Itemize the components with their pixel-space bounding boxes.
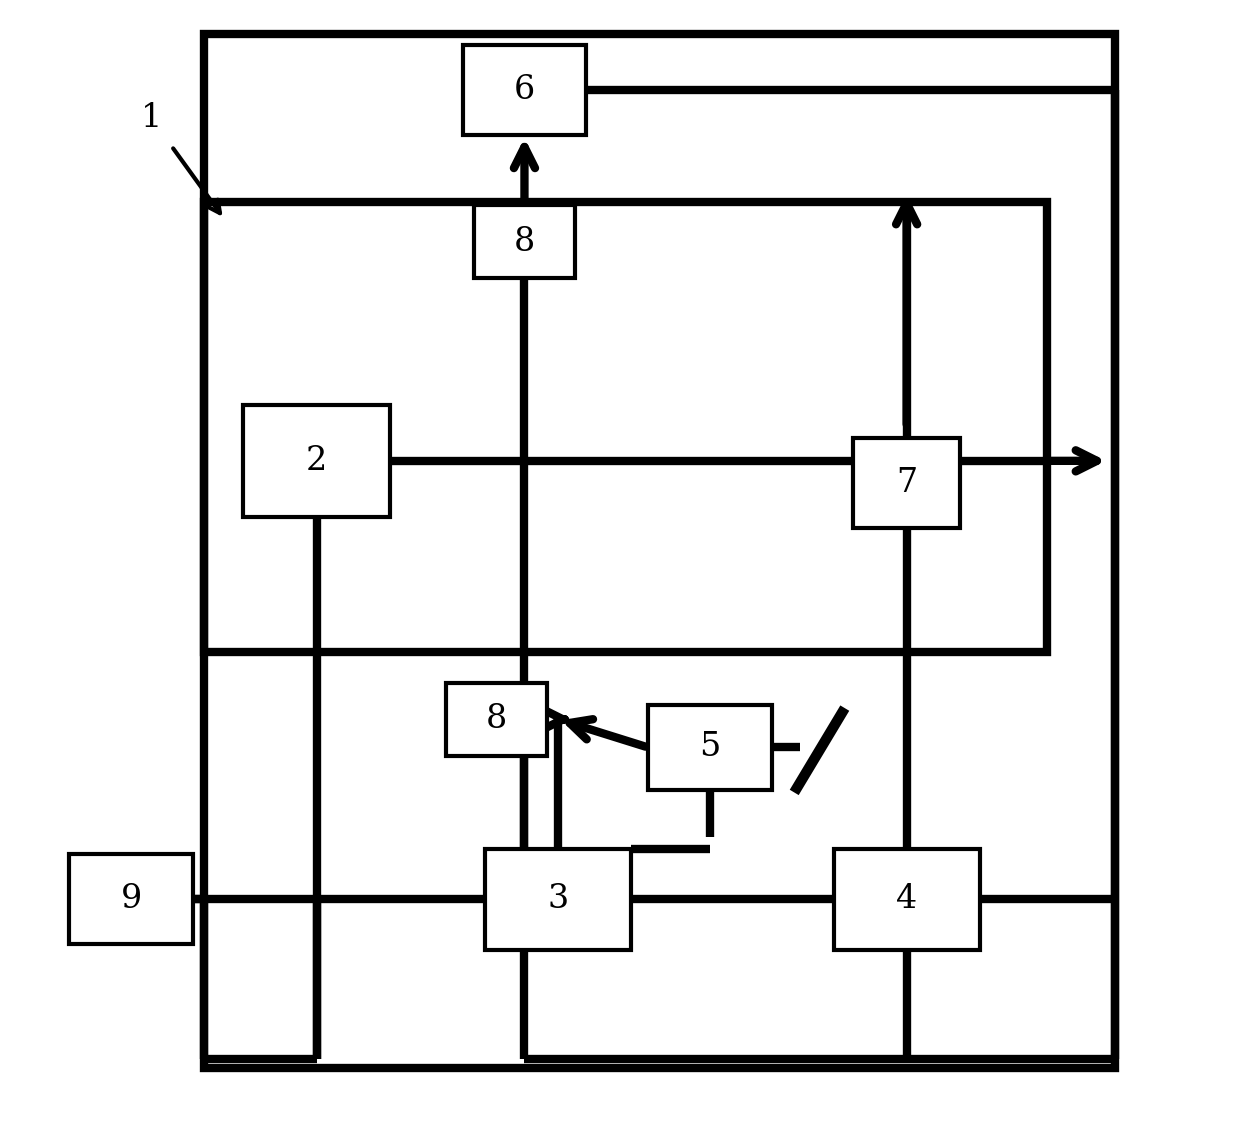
Text: 5: 5 (699, 732, 720, 763)
Text: 4: 4 (897, 883, 918, 915)
Bar (474, 205, 575, 278)
Bar (205, 34, 1115, 1068)
Text: 2: 2 (306, 445, 327, 477)
Text: 3: 3 (548, 883, 569, 915)
Text: 8: 8 (486, 704, 507, 735)
Bar (463, 45, 587, 135)
Text: 8: 8 (513, 226, 536, 257)
Text: 6: 6 (513, 74, 536, 106)
Bar (446, 682, 547, 755)
Bar (833, 849, 980, 950)
Bar (69, 854, 193, 944)
Text: 7: 7 (897, 468, 918, 499)
Bar (243, 405, 389, 517)
Bar (649, 706, 771, 789)
Text: 9: 9 (120, 883, 141, 915)
Bar (205, 202, 1047, 652)
Text: 1: 1 (140, 102, 162, 134)
Bar (853, 438, 960, 528)
Bar (485, 849, 631, 950)
